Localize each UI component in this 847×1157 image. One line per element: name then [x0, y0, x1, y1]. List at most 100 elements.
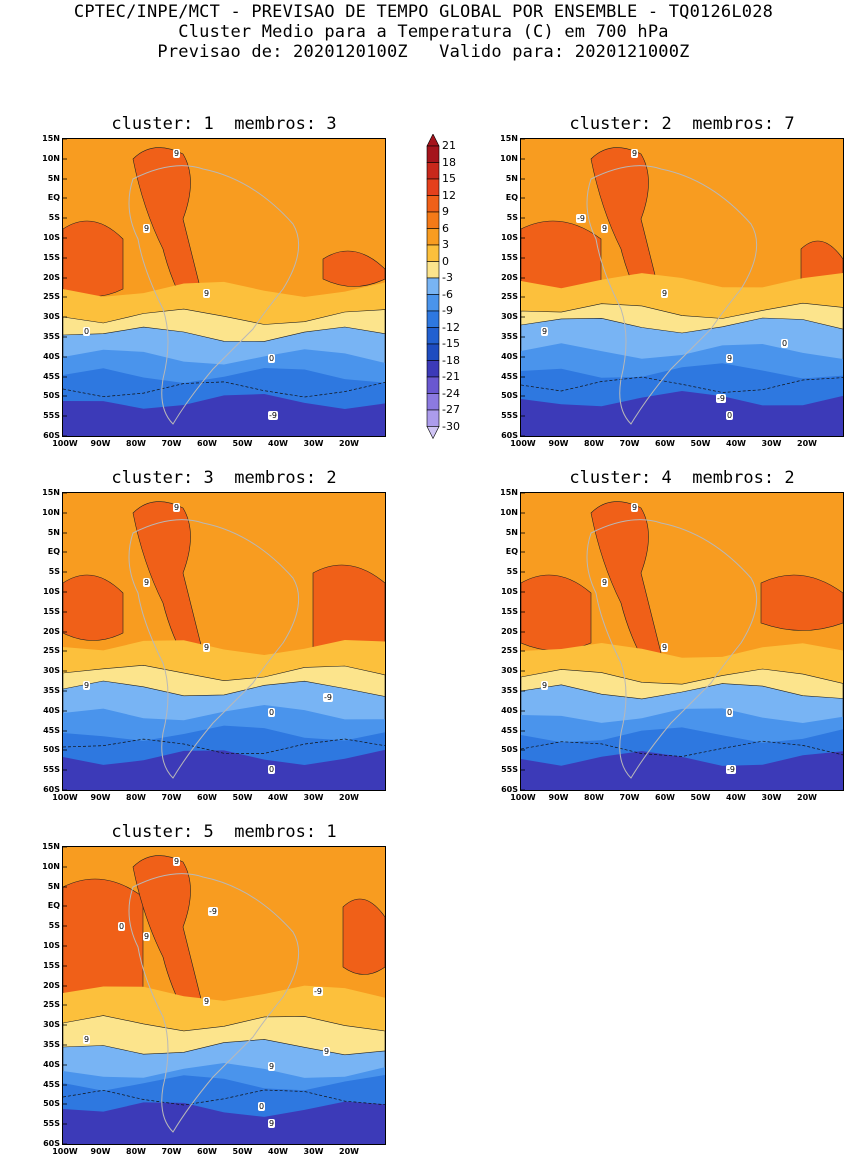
- lat-tick-label: 25S: [43, 292, 60, 301]
- lon-tick-label: 50W: [690, 439, 711, 448]
- contour-label: 9: [173, 149, 181, 158]
- contour-label: -9: [576, 214, 586, 223]
- colorbar-swatch: [426, 393, 440, 411]
- lat-tick-label: 35S: [501, 686, 518, 695]
- lat-tick-label: 30S: [43, 312, 60, 321]
- map-canvas: [63, 139, 385, 436]
- lat-tick-label: 50S: [43, 1099, 60, 1108]
- coastline: [128, 165, 300, 425]
- lon-tick-label: 40W: [268, 439, 288, 448]
- lat-tick-label: 20S: [43, 273, 60, 282]
- colorbar-label: -24: [442, 386, 460, 400]
- lat-tick-label: 15S: [501, 607, 518, 616]
- lat-tick-label: 55S: [501, 765, 518, 774]
- colorbar-label: -3: [442, 271, 453, 284]
- band-9-to-12: [63, 574, 124, 641]
- lon-tick-label: 90W: [548, 793, 569, 802]
- contour-label: 9: [173, 503, 181, 512]
- lat-tick-label: 20S: [501, 273, 518, 282]
- lon-tick-label: 60W: [197, 793, 217, 802]
- band-below-minus12: [521, 391, 843, 436]
- lat-tick-label: 50S: [501, 745, 518, 754]
- lat-tick-label: 25S: [501, 292, 518, 301]
- lon-tick-label: 70W: [161, 439, 182, 448]
- lat-tick-label: 35S: [43, 1040, 60, 1049]
- map-canvas: [63, 847, 385, 1144]
- lon-tick-label: 80W: [584, 439, 604, 448]
- lat-tick-label: 40S: [43, 1060, 60, 1069]
- lat-tick-label: EQ: [47, 547, 60, 556]
- lon-tick-label: 90W: [90, 439, 111, 448]
- header-line-1: CPTEC/INPE/MCT - PREVISAO DE TEMPO GLOBA…: [73, 2, 774, 22]
- colorbar-swatch: [426, 277, 440, 295]
- colorbar-swatch: [426, 178, 440, 196]
- colorbar-label: -30: [442, 419, 460, 433]
- contour-label: 9: [323, 1047, 331, 1056]
- lon-tick-label: 40W: [268, 793, 288, 802]
- colorbar-top-arrow: [426, 133, 440, 147]
- lon-tick-label: 60W: [197, 439, 217, 448]
- colorbar-label: -9: [442, 304, 453, 317]
- coastline: [586, 519, 758, 779]
- lat-tick-label: 60S: [501, 785, 518, 794]
- lat-tick-label: 10N: [42, 154, 60, 163]
- contour-label: 0: [726, 708, 734, 717]
- lat-tick-label: 5N: [47, 882, 60, 891]
- lon-tick-label: 20W: [797, 793, 817, 802]
- contour-label: 0: [258, 1102, 266, 1111]
- lat-tick-label: 50S: [43, 745, 60, 754]
- lat-tick-label: 45S: [43, 372, 60, 381]
- lon-tick-label: 80W: [126, 793, 146, 802]
- colorbar-label: 21: [442, 139, 456, 152]
- lat-tick-label: 10S: [43, 941, 60, 950]
- lat-tick-label: 55S: [43, 411, 60, 420]
- lon-tick-label: 90W: [548, 439, 569, 448]
- contour-label: 0: [83, 327, 91, 336]
- colorbar-label: -18: [442, 353, 460, 367]
- colorbar-swatch: [426, 310, 440, 328]
- contour-label: 9: [203, 643, 211, 652]
- lat-tick-label: 45S: [43, 1080, 60, 1089]
- contour-minus9: [521, 376, 843, 393]
- lat-tick-label: 10N: [500, 508, 518, 517]
- colorbar-label: -21: [442, 370, 460, 383]
- colorbar-swatch: [426, 343, 440, 361]
- lat-tick-label: 5N: [505, 174, 518, 183]
- contour-label: 9: [726, 354, 734, 363]
- panel-4-title: cluster: 4 membros: 2: [569, 468, 795, 488]
- colorbar-label: 9: [442, 205, 449, 218]
- lat-tick-label: 10S: [43, 587, 60, 596]
- colorbar-label: -27: [442, 403, 460, 416]
- colorbar-swatch: [426, 360, 440, 378]
- contour-label: 0: [268, 765, 276, 774]
- lat-tick-label: 5S: [506, 213, 518, 222]
- contour-label: 9: [631, 149, 639, 158]
- lon-tick-label: 60W: [197, 1147, 217, 1156]
- lon-tick-label: 70W: [619, 793, 640, 802]
- contour-label: -9: [268, 411, 278, 420]
- lon-tick-label: 40W: [268, 1147, 288, 1156]
- contour-label: -9: [726, 765, 736, 774]
- panel-1-title: cluster: 1 membros: 3: [111, 114, 337, 134]
- lat-tick-label: 40S: [43, 706, 60, 715]
- contour-minus9: [63, 738, 385, 754]
- panel-2-title: cluster: 2 membros: 7: [569, 114, 795, 134]
- lon-tick-label: 50W: [690, 793, 711, 802]
- lat-tick-label: 25S: [501, 646, 518, 655]
- contour-label: 9: [268, 1119, 276, 1128]
- band-9-to-12: [342, 898, 385, 975]
- lon-tick-label: 50W: [232, 439, 253, 448]
- coastline: [586, 165, 758, 425]
- lon-tick-label: 80W: [126, 1147, 146, 1156]
- colorbar-swatch: [426, 228, 440, 246]
- lon-tick-label: 70W: [619, 439, 640, 448]
- lon-tick-label: 80W: [126, 439, 146, 448]
- colorbar-label: 15: [442, 172, 456, 185]
- lon-tick-label: 20W: [339, 793, 359, 802]
- colorbar-canvas: [426, 133, 440, 440]
- lat-tick-label: 5N: [47, 174, 60, 183]
- band-below-minus12: [63, 749, 385, 790]
- contour-label: 0: [726, 411, 734, 420]
- lat-tick-label: 55S: [43, 1119, 60, 1128]
- lon-tick-label: 20W: [339, 1147, 359, 1156]
